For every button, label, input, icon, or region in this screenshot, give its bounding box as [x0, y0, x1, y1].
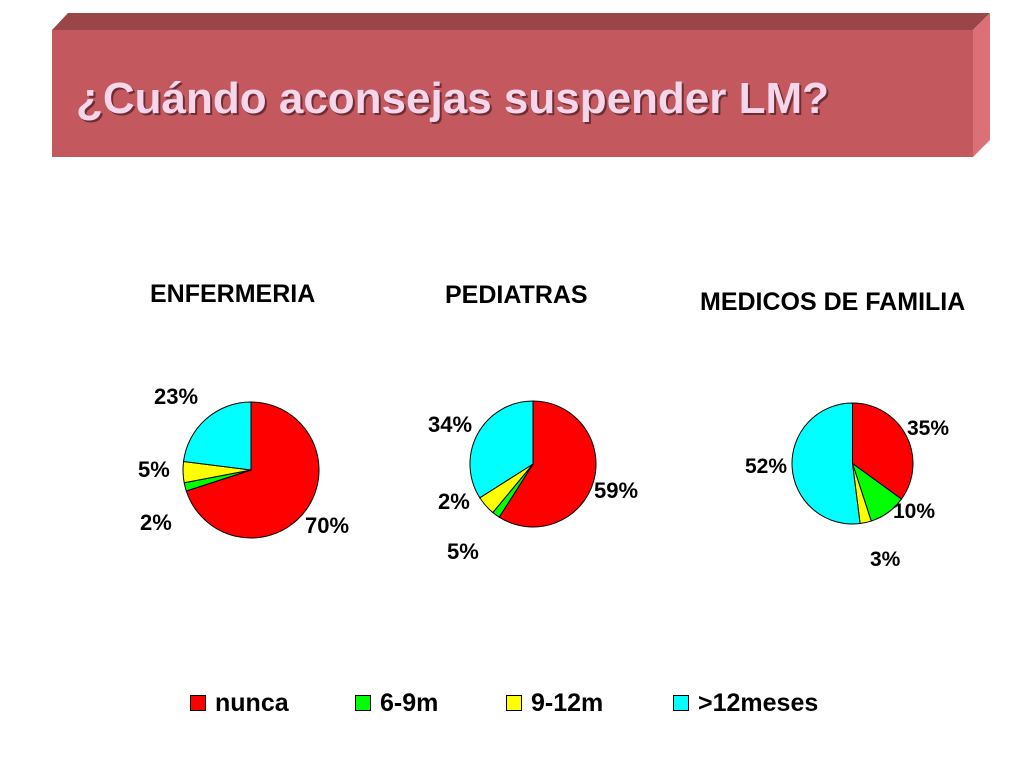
pie-title-pediatras: PEDIATRAS: [445, 281, 588, 309]
pie-slice-pediatras-over12: [469, 400, 534, 499]
data-label-enfermeria-6-9m: 2%: [140, 510, 172, 535]
pie-slice-medicos-nunca: [852, 402, 914, 500]
legend-label-nunca: nunca: [215, 689, 289, 717]
pie-chart-medicos-de-familia: [791, 402, 914, 525]
data-label-pediatras-6-9m: 2%: [438, 489, 470, 514]
legend-label-6-9m: 6-9m: [380, 689, 439, 717]
title-banner: [52, 13, 990, 157]
pie-title-medicos-de-familia: MEDICOS DE FAMILIA: [700, 288, 966, 316]
banner-front-face: [52, 30, 973, 157]
legend-label-over12: >12meses: [698, 689, 819, 717]
data-label-medicos-6-9m: 10%: [893, 500, 936, 523]
legend-swatch-nunca: [190, 695, 206, 711]
legend-label-9-12m: 9-12m: [531, 689, 604, 717]
banner-top-face: [52, 13, 990, 30]
data-label-enfermeria-over12: 23%: [154, 384, 199, 409]
data-label-pediatras-9-12m: 5%: [447, 539, 479, 564]
pie-chart-pediatras: [469, 400, 597, 528]
data-label-medicos-over12: 52%: [745, 455, 788, 478]
legend-swatch-over12: [673, 695, 689, 711]
legend-swatch-6-9m: [355, 695, 371, 711]
data-label-enfermeria-9-12m: 5%: [138, 457, 170, 482]
banner-side-face: [973, 13, 990, 157]
data-label-medicos-9-12m: 3%: [870, 548, 901, 571]
data-label-pediatras-over12: 34%: [428, 412, 473, 437]
data-label-pediatras-nunca: 59%: [594, 478, 639, 503]
legend-swatch-9-12m: [506, 695, 522, 711]
slide-title: ¿Cuándo aconsejas suspender LM?: [76, 74, 830, 123]
pie-slice-enfermeria-nunca: [185, 401, 320, 539]
pie-chart-enfermeria: [182, 401, 320, 539]
data-label-enfermeria-nunca: 70%: [305, 513, 350, 538]
pie-slice-medicos-over12: [791, 402, 861, 525]
pie-title-enfermeria: ENFERMERIA: [150, 280, 316, 308]
pie-slice-enfermeria-over12: [182, 401, 252, 471]
data-label-medicos-nunca: 35%: [907, 417, 950, 440]
pie-slice-pediatras-nunca: [498, 400, 597, 528]
